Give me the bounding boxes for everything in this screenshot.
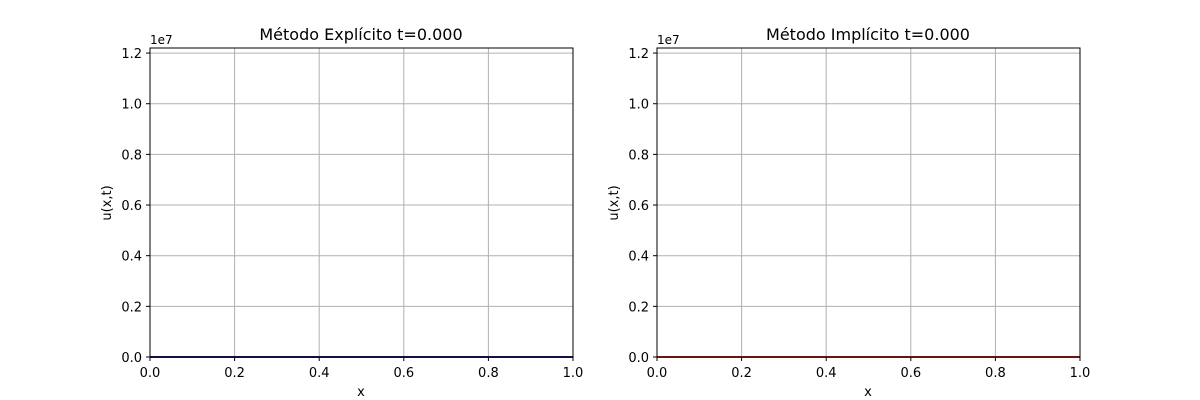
x-tick-label: 0.4 — [816, 366, 837, 381]
y-tick-label: 1.2 — [628, 47, 649, 62]
y-tick-label: 0.4 — [121, 250, 142, 265]
y-axis-label: u(x,t) — [100, 185, 115, 220]
y-tick-label: 0.2 — [628, 300, 649, 315]
y-axis-label: u(x,t) — [607, 185, 622, 220]
x-axis-label: x — [357, 385, 365, 400]
y-tick-label: 1.0 — [628, 98, 649, 113]
x-tick-label: 0.2 — [224, 366, 245, 381]
explicit-method-plot: Método Explícito t=0.000 1e7 x u(x,t) 0.… — [100, 25, 583, 400]
x-tick-label: 0.6 — [393, 366, 414, 381]
plot-title: Método Explícito t=0.000 — [259, 25, 462, 44]
x-tick-label: 0.0 — [647, 366, 668, 381]
x-tick-label: 1.0 — [1070, 366, 1091, 381]
x-tick-label: 0.4 — [309, 366, 330, 381]
axes-frame — [656, 47, 1081, 358]
y-tick-label: 0.0 — [121, 351, 142, 366]
axes-frame — [149, 47, 574, 358]
y-tick-label: 0.6 — [121, 199, 142, 214]
x-tick-label: 0.8 — [478, 366, 499, 381]
x-tick-label: 0.2 — [731, 366, 752, 381]
x-tick-label: 0.0 — [140, 366, 161, 381]
y-offset-text: 1e7 — [150, 33, 173, 47]
implicit-method-plot: Método Implícito t=0.000 1e7 x u(x,t) 0.… — [607, 25, 1090, 400]
x-axis-label: x — [864, 385, 872, 400]
y-tick-label: 1.2 — [121, 47, 142, 62]
y-tick-label: 0.0 — [628, 351, 649, 366]
y-offset-text: 1e7 — [657, 33, 680, 47]
y-tick-label: 0.8 — [628, 148, 649, 163]
y-tick-label: 1.0 — [121, 98, 142, 113]
y-tick-label: 0.4 — [628, 250, 649, 265]
y-tick-label: 0.6 — [628, 199, 649, 214]
y-tick-label: 0.8 — [121, 148, 142, 163]
x-tick-label: 1.0 — [563, 366, 584, 381]
x-tick-label: 0.8 — [985, 366, 1006, 381]
y-tick-label: 0.2 — [121, 300, 142, 315]
plot-title: Método Implícito t=0.000 — [766, 25, 970, 44]
x-tick-label: 0.6 — [900, 366, 921, 381]
